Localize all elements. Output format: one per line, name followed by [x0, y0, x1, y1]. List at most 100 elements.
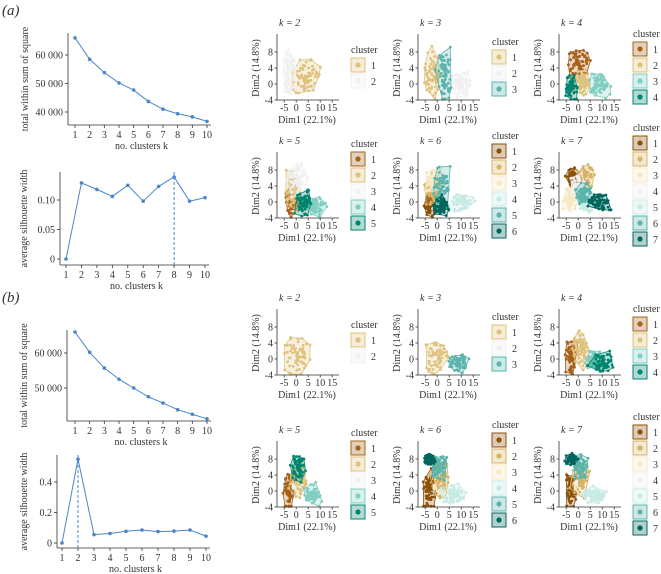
legend-point-icon	[496, 361, 502, 367]
cluster-point	[594, 87, 598, 91]
cluster-point	[438, 348, 442, 351]
cluster-point	[295, 172, 299, 176]
cluster-point	[596, 501, 599, 505]
legend-point-icon	[496, 164, 502, 170]
legend-label: 3	[512, 360, 517, 371]
cluster-point	[462, 198, 466, 202]
cluster-point	[578, 480, 582, 484]
y-tick-label: 60 000	[35, 349, 63, 360]
legend-point-icon	[637, 172, 643, 178]
cluster-point	[304, 364, 308, 367]
cluster-point	[580, 59, 584, 63]
x-tick-label: 5	[588, 103, 593, 114]
cluster-point	[293, 350, 297, 354]
cluster-7	[563, 451, 580, 467]
cluster-point	[441, 74, 445, 78]
cluster-point	[445, 187, 449, 190]
cluster-point	[289, 349, 293, 353]
cluster-point	[458, 362, 461, 366]
x-axis-label: Dim1 (22.1%)	[278, 233, 336, 244]
x-tick-label: 8	[175, 426, 180, 437]
cluster-point	[565, 195, 568, 199]
cluster-point	[312, 490, 315, 494]
cluster-point	[316, 75, 320, 79]
cluster-6	[431, 193, 451, 217]
cluster-point	[458, 494, 461, 498]
legend-label: 2	[653, 336, 658, 347]
legend-label: 3	[653, 77, 658, 88]
x-tick-label: 10	[315, 510, 325, 521]
cluster-point	[285, 68, 289, 72]
cluster-point	[290, 62, 293, 65]
cluster-point	[319, 203, 322, 207]
legend: cluster 1 2 3 4 5	[350, 139, 378, 231]
legend-item: 2	[350, 456, 376, 472]
cluster-point	[438, 171, 441, 174]
cluster-point	[296, 69, 300, 73]
cluster-point	[433, 460, 437, 463]
x-tick-label: 8	[175, 130, 180, 141]
cluster-point	[582, 180, 586, 184]
legend-item: 2	[491, 65, 517, 81]
cluster-point	[313, 206, 317, 210]
cluster-point	[570, 499, 574, 503]
cluster-point	[311, 71, 315, 75]
cluster-point	[311, 496, 315, 499]
legend-label: 1	[512, 147, 517, 158]
data-point	[125, 183, 130, 188]
cluster-point	[576, 69, 580, 73]
cluster-point	[583, 175, 587, 179]
cluster-point	[434, 472, 437, 476]
cluster-point	[582, 338, 586, 341]
data-point	[204, 534, 208, 538]
legend-item: 5	[491, 496, 517, 512]
cluster-point	[289, 171, 293, 175]
cluster-point	[573, 477, 577, 481]
cluster-point	[465, 194, 468, 198]
legend-point-icon	[637, 220, 643, 226]
cluster-point	[576, 462, 579, 466]
legend-point-icon	[637, 461, 643, 467]
cluster-point	[442, 189, 446, 193]
cluster-point	[424, 72, 428, 76]
cluster-point	[314, 480, 318, 484]
y-tick-label: 50 000	[36, 79, 64, 90]
cluster-point	[594, 356, 598, 360]
cluster-point	[297, 463, 301, 466]
data-point	[187, 199, 192, 203]
cluster-point	[452, 486, 456, 490]
legend: cluster 1 2 3 4	[632, 304, 660, 380]
cluster-point	[438, 190, 441, 194]
x-tick-label: 15	[327, 221, 337, 232]
cluster-point	[586, 163, 590, 166]
cluster-point	[445, 181, 449, 185]
cluster-point	[301, 351, 305, 355]
cluster-point	[568, 458, 572, 462]
cluster-point	[438, 54, 441, 57]
cluster-point	[306, 213, 309, 217]
legend-item: 2	[632, 57, 658, 73]
legend-point-icon	[637, 369, 643, 375]
cluster-point	[436, 186, 440, 190]
cluster-point	[283, 343, 287, 347]
x-tick-label: 0	[294, 103, 299, 114]
cluster-point	[594, 91, 598, 95]
cluster-point	[561, 199, 565, 203]
x-tick-label: -5	[562, 221, 570, 232]
cluster-point	[583, 194, 587, 198]
x-tick-label: 5	[588, 378, 593, 389]
cluster-point	[425, 210, 429, 214]
x-tick-label: -5	[280, 221, 288, 232]
cluster-point	[586, 204, 590, 208]
cluster-point	[440, 54, 444, 58]
cluster-point	[585, 463, 589, 466]
cluster-point	[436, 476, 440, 480]
cluster-point	[288, 364, 292, 368]
cluster-point	[590, 184, 593, 188]
cluster-point	[564, 370, 568, 374]
cluster-point	[452, 357, 456, 361]
cluster-point	[593, 350, 597, 354]
data-point	[156, 184, 161, 189]
cluster-point	[573, 462, 576, 466]
cluster-point	[592, 202, 595, 206]
